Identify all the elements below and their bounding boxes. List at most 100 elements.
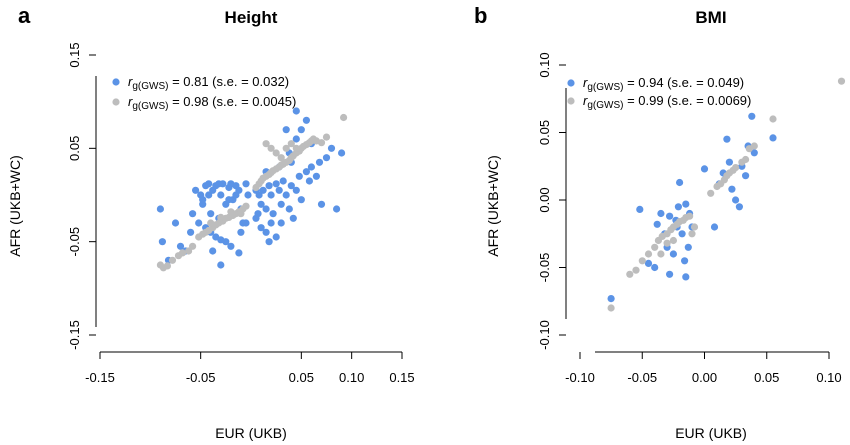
data-point [265, 182, 273, 190]
y-tick-label: -0.05 [537, 253, 552, 283]
data-point [163, 262, 171, 270]
panel-letter: b [474, 3, 487, 28]
data-point [327, 144, 336, 152]
data-point [279, 177, 287, 185]
data-point [292, 186, 300, 194]
data-point [277, 200, 285, 208]
data-point [769, 134, 777, 142]
data-point [242, 219, 250, 227]
data-point [262, 140, 270, 148]
data-point [307, 163, 315, 171]
data-point [269, 210, 277, 218]
data-point [277, 154, 285, 162]
data-point [710, 223, 719, 231]
data-point [209, 247, 217, 255]
data-point [297, 126, 305, 134]
x-tick-label: 0.10 [816, 370, 841, 385]
x-tick-label: 0.05 [289, 370, 314, 385]
data-point [272, 180, 280, 188]
data-point [700, 165, 709, 173]
data-point [235, 249, 243, 257]
data-point [317, 139, 326, 147]
y-tick-label: -0.05 [67, 227, 82, 257]
series-1 [156, 113, 348, 272]
data-point [338, 149, 346, 157]
data-point [277, 219, 285, 227]
data-point [607, 295, 615, 303]
data-point [657, 209, 665, 218]
data-point [305, 177, 313, 185]
data-point [171, 219, 180, 227]
data-point [750, 149, 758, 157]
data-point [267, 144, 275, 152]
legend-entry: rg(GWS) = 0.98 (s.e. = 0.0045) [128, 94, 296, 112]
x-tick-label: 0.00 [692, 370, 717, 385]
legend-marker [112, 78, 120, 86]
data-point [669, 250, 678, 258]
data-point [187, 228, 195, 236]
data-point [292, 144, 300, 152]
data-point [272, 149, 280, 157]
data-point [837, 77, 846, 85]
x-axis: -0.10 -0.05 0.00 0.05 0.10 [565, 351, 842, 385]
data-point [728, 185, 736, 193]
data-point [322, 133, 331, 141]
y-tick-label: 0.10 [537, 52, 552, 77]
data-point [257, 200, 265, 208]
x-axis-label: EUR (UKB) [675, 425, 747, 441]
data-point [686, 212, 694, 220]
series-1 [607, 77, 846, 312]
data-point [312, 172, 320, 180]
y-axis-label: AFR (UKB+WC) [485, 155, 501, 257]
data-point [189, 210, 197, 218]
data-point [189, 242, 197, 250]
y-axis: 0.10 0.05 0.00 -0.05 -0.10 [537, 52, 567, 350]
legend-entry: rg(GWS) = 0.94 (s.e. = 0.049) [583, 75, 744, 93]
data-point [302, 116, 310, 124]
data-point [682, 273, 690, 281]
data-point [295, 172, 303, 180]
x-tick-label: 0.15 [389, 370, 414, 385]
data-point [769, 115, 777, 123]
data-point [257, 224, 265, 232]
data-point [644, 259, 653, 267]
data-point [302, 168, 310, 176]
chart-title: Height [225, 8, 278, 27]
panel-b: b BMI-0.10 -0.05 0.00 0.05 0.100.100.050.00-0… [474, 3, 846, 441]
data-point [237, 210, 245, 218]
data-point [750, 142, 758, 150]
y-tick-label: -0.15 [67, 320, 82, 350]
data-point [315, 158, 324, 166]
data-point [282, 126, 290, 134]
data-point [282, 191, 290, 199]
data-point [156, 205, 164, 213]
data-point [669, 236, 678, 245]
data-point [267, 191, 275, 199]
data-point [723, 135, 731, 143]
data-point [317, 200, 326, 208]
y-axis-label: AFR (UKB+WC) [7, 155, 23, 257]
data-point [244, 191, 252, 199]
y-tick-label: 0.05 [67, 136, 82, 161]
data-point [682, 200, 690, 208]
data-point [267, 219, 275, 227]
data-point [272, 233, 280, 241]
data-point [227, 208, 235, 216]
data-point [255, 191, 263, 199]
legend-entry: rg(GWS) = 0.81 (s.e. = 0.032) [128, 74, 289, 92]
data-point [666, 270, 674, 278]
x-axis: -0.15 -0.05 0.05 0.10 0.15 [85, 351, 415, 385]
data-point [168, 256, 177, 264]
x-tick-label: 0.05 [754, 370, 779, 385]
data-point [607, 304, 615, 312]
data-point [207, 219, 215, 227]
data-point [666, 212, 674, 220]
data-point [207, 210, 215, 218]
data-point [222, 238, 230, 246]
data-point [158, 238, 166, 246]
data-point [632, 266, 640, 274]
data-point [651, 263, 659, 272]
data-point [287, 140, 295, 148]
data-point [259, 186, 267, 194]
